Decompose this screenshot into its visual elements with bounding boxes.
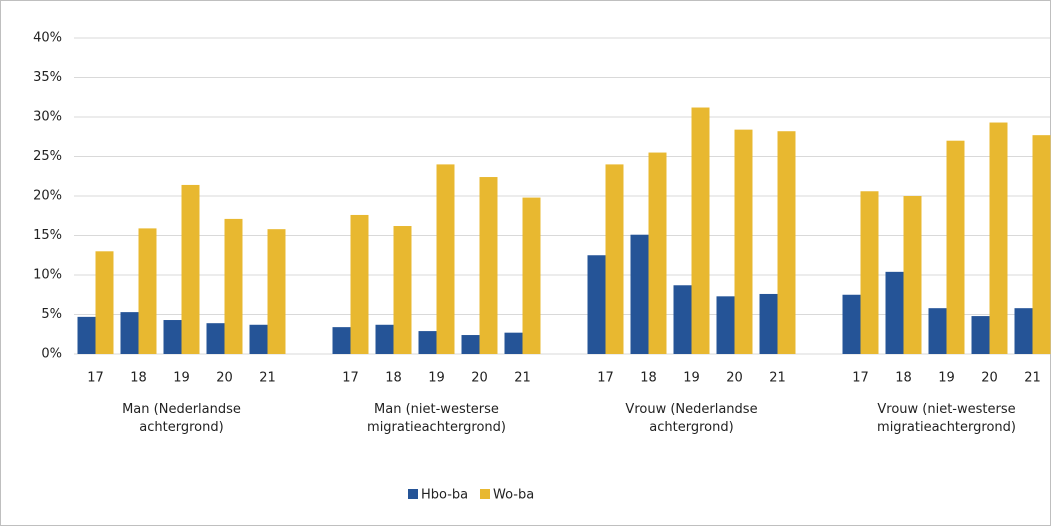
bar: [903, 196, 922, 354]
bar: [138, 228, 157, 354]
group-label: Vrouw (Nederlandse achtergrond): [625, 402, 758, 435]
bar: [120, 312, 139, 354]
x-tick-label: 21: [1024, 371, 1041, 386]
x-tick-label: 20: [471, 371, 488, 386]
y-tick-label: 0%: [41, 347, 62, 362]
bar: [267, 229, 286, 354]
x-tick-label: 19: [683, 371, 700, 386]
bar: [224, 218, 243, 354]
bar: [249, 324, 268, 354]
x-tick-label: 17: [597, 371, 614, 386]
x-tick-label: 17: [87, 371, 104, 386]
bar: [393, 226, 412, 354]
x-tick-label: 19: [938, 371, 955, 386]
bar: [587, 255, 606, 354]
bar: [332, 327, 351, 354]
x-tick-label: 19: [173, 371, 190, 386]
bar: [181, 184, 200, 354]
bar: [630, 234, 649, 354]
bar: [860, 191, 879, 354]
y-tick-label: 40%: [33, 31, 62, 46]
bar: [418, 331, 437, 354]
group-label: Vrouw (niet-westerse migratieachtergrond…: [877, 402, 1016, 435]
bar: [928, 308, 947, 354]
bar: [504, 332, 523, 354]
bar: [522, 197, 541, 354]
bar: [436, 164, 455, 354]
legend-label: Wo-ba: [493, 488, 534, 503]
bar: [1032, 135, 1051, 354]
bar: [163, 320, 182, 354]
legend-label: Hbo-ba: [421, 488, 468, 503]
legend-swatch: [480, 489, 490, 499]
bar: [842, 294, 861, 354]
x-tick-label: 17: [342, 371, 359, 386]
bar: [989, 122, 1008, 354]
y-tick-label: 25%: [33, 149, 62, 164]
x-tick-label: 20: [981, 371, 998, 386]
y-tick-label: 35%: [33, 70, 62, 85]
bar: [350, 214, 369, 354]
group-label: Man (Nederlandse achtergrond): [122, 402, 241, 435]
x-tick-label: 18: [130, 371, 147, 386]
bar: [375, 324, 394, 354]
legend-swatch: [408, 489, 418, 499]
bar: [1014, 308, 1033, 354]
bar: [734, 129, 753, 354]
bar: [95, 251, 114, 354]
bar: [479, 177, 498, 354]
bar: [605, 164, 624, 354]
x-tick-label: 20: [726, 371, 743, 386]
bar: [673, 285, 692, 354]
group-label: Man (niet-westerse migratieachtergrond): [367, 402, 506, 435]
bar: [716, 296, 735, 354]
y-tick-label: 5%: [41, 307, 62, 322]
x-tick-label: 19: [428, 371, 445, 386]
bar: [777, 131, 796, 354]
bar: [971, 316, 990, 354]
x-tick-label: 18: [895, 371, 912, 386]
x-tick-label: 21: [514, 371, 531, 386]
bar: [946, 140, 965, 354]
y-tick-label: 30%: [33, 110, 62, 125]
bar: [461, 335, 480, 354]
x-tick-label: 18: [640, 371, 657, 386]
bar: [691, 107, 710, 355]
bar: [648, 152, 667, 354]
y-tick-label: 10%: [33, 268, 62, 283]
y-tick-label: 15%: [33, 228, 62, 243]
x-tick-label: 20: [216, 371, 233, 386]
bar: [759, 293, 778, 354]
bar: [885, 271, 904, 354]
x-tick-label: 18: [385, 371, 402, 386]
x-tick-label: 21: [259, 371, 276, 386]
bar: [206, 323, 225, 354]
y-tick-label: 20%: [33, 189, 62, 204]
bar: [77, 316, 96, 354]
x-tick-label: 21: [769, 371, 786, 386]
x-tick-label: 17: [852, 371, 869, 386]
